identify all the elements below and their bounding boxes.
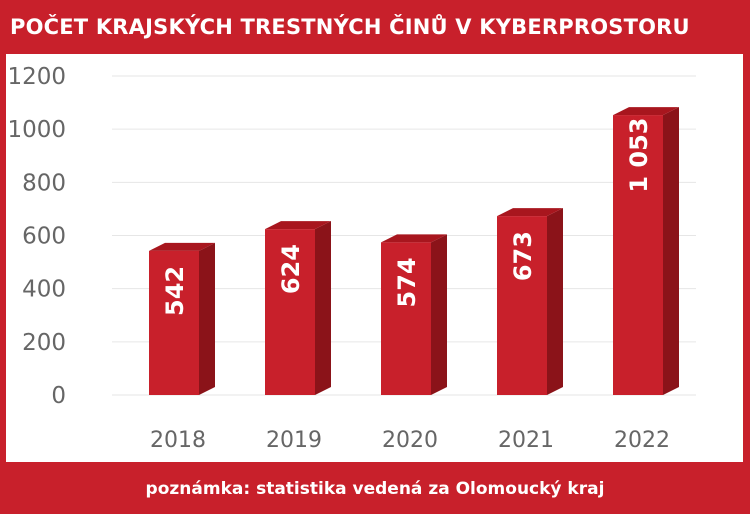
value-label: 624 bbox=[277, 244, 305, 294]
bar-front bbox=[265, 229, 315, 395]
bar-side bbox=[547, 208, 563, 395]
bar bbox=[149, 242, 215, 395]
y-tick-label: 0 bbox=[51, 383, 66, 409]
bar-front bbox=[497, 216, 547, 395]
bar-front bbox=[613, 115, 663, 395]
x-tick-label: 2018 bbox=[150, 428, 206, 453]
y-tick-label: 1200 bbox=[7, 64, 66, 90]
value-label: 673 bbox=[509, 231, 537, 281]
bar-front bbox=[381, 242, 431, 395]
bars bbox=[149, 107, 679, 395]
bar-side bbox=[663, 107, 679, 395]
plot-panel: 0 200 400 600 800 1000 1200 542 624 574 673 1 053 … bbox=[6, 54, 743, 462]
bar-top bbox=[613, 107, 679, 116]
bar-side bbox=[315, 221, 331, 395]
x-tick-label: 2020 bbox=[382, 428, 438, 453]
bar bbox=[265, 221, 331, 395]
bar bbox=[381, 234, 447, 395]
bar-front bbox=[149, 250, 199, 395]
bar-top bbox=[381, 234, 447, 243]
bar bbox=[497, 208, 563, 395]
bar-side bbox=[199, 242, 215, 395]
y-tick-label: 200 bbox=[22, 330, 66, 356]
bar-side bbox=[431, 234, 447, 395]
y-tick-label: 1000 bbox=[7, 117, 66, 143]
value-label: 574 bbox=[393, 257, 421, 307]
y-tick-label: 800 bbox=[22, 170, 66, 196]
value-labels: 542 624 574 673 1 053 bbox=[161, 117, 653, 315]
footnote: poznámka: statistika vedená za Olomoucký… bbox=[0, 464, 750, 514]
y-axis-ticks: 0 200 400 600 800 1000 1200 bbox=[7, 64, 66, 409]
x-axis-ticks: 2018 2019 2020 2021 2022 bbox=[150, 428, 670, 453]
x-tick-label: 2022 bbox=[614, 428, 670, 453]
value-label: 542 bbox=[161, 266, 189, 316]
y-tick-label: 400 bbox=[22, 277, 66, 303]
value-label: 1 053 bbox=[625, 117, 653, 192]
x-tick-label: 2019 bbox=[266, 428, 322, 453]
bar-top bbox=[497, 208, 563, 217]
x-tick-label: 2021 bbox=[498, 428, 554, 453]
bar-top bbox=[265, 221, 331, 230]
y-tick-label: 600 bbox=[22, 224, 66, 250]
chart-title: POČET KRAJSKÝCH TRESTNÝCH ČINŮ V KYBERPR… bbox=[0, 0, 750, 54]
bar bbox=[613, 107, 679, 395]
bar-top bbox=[149, 242, 215, 251]
